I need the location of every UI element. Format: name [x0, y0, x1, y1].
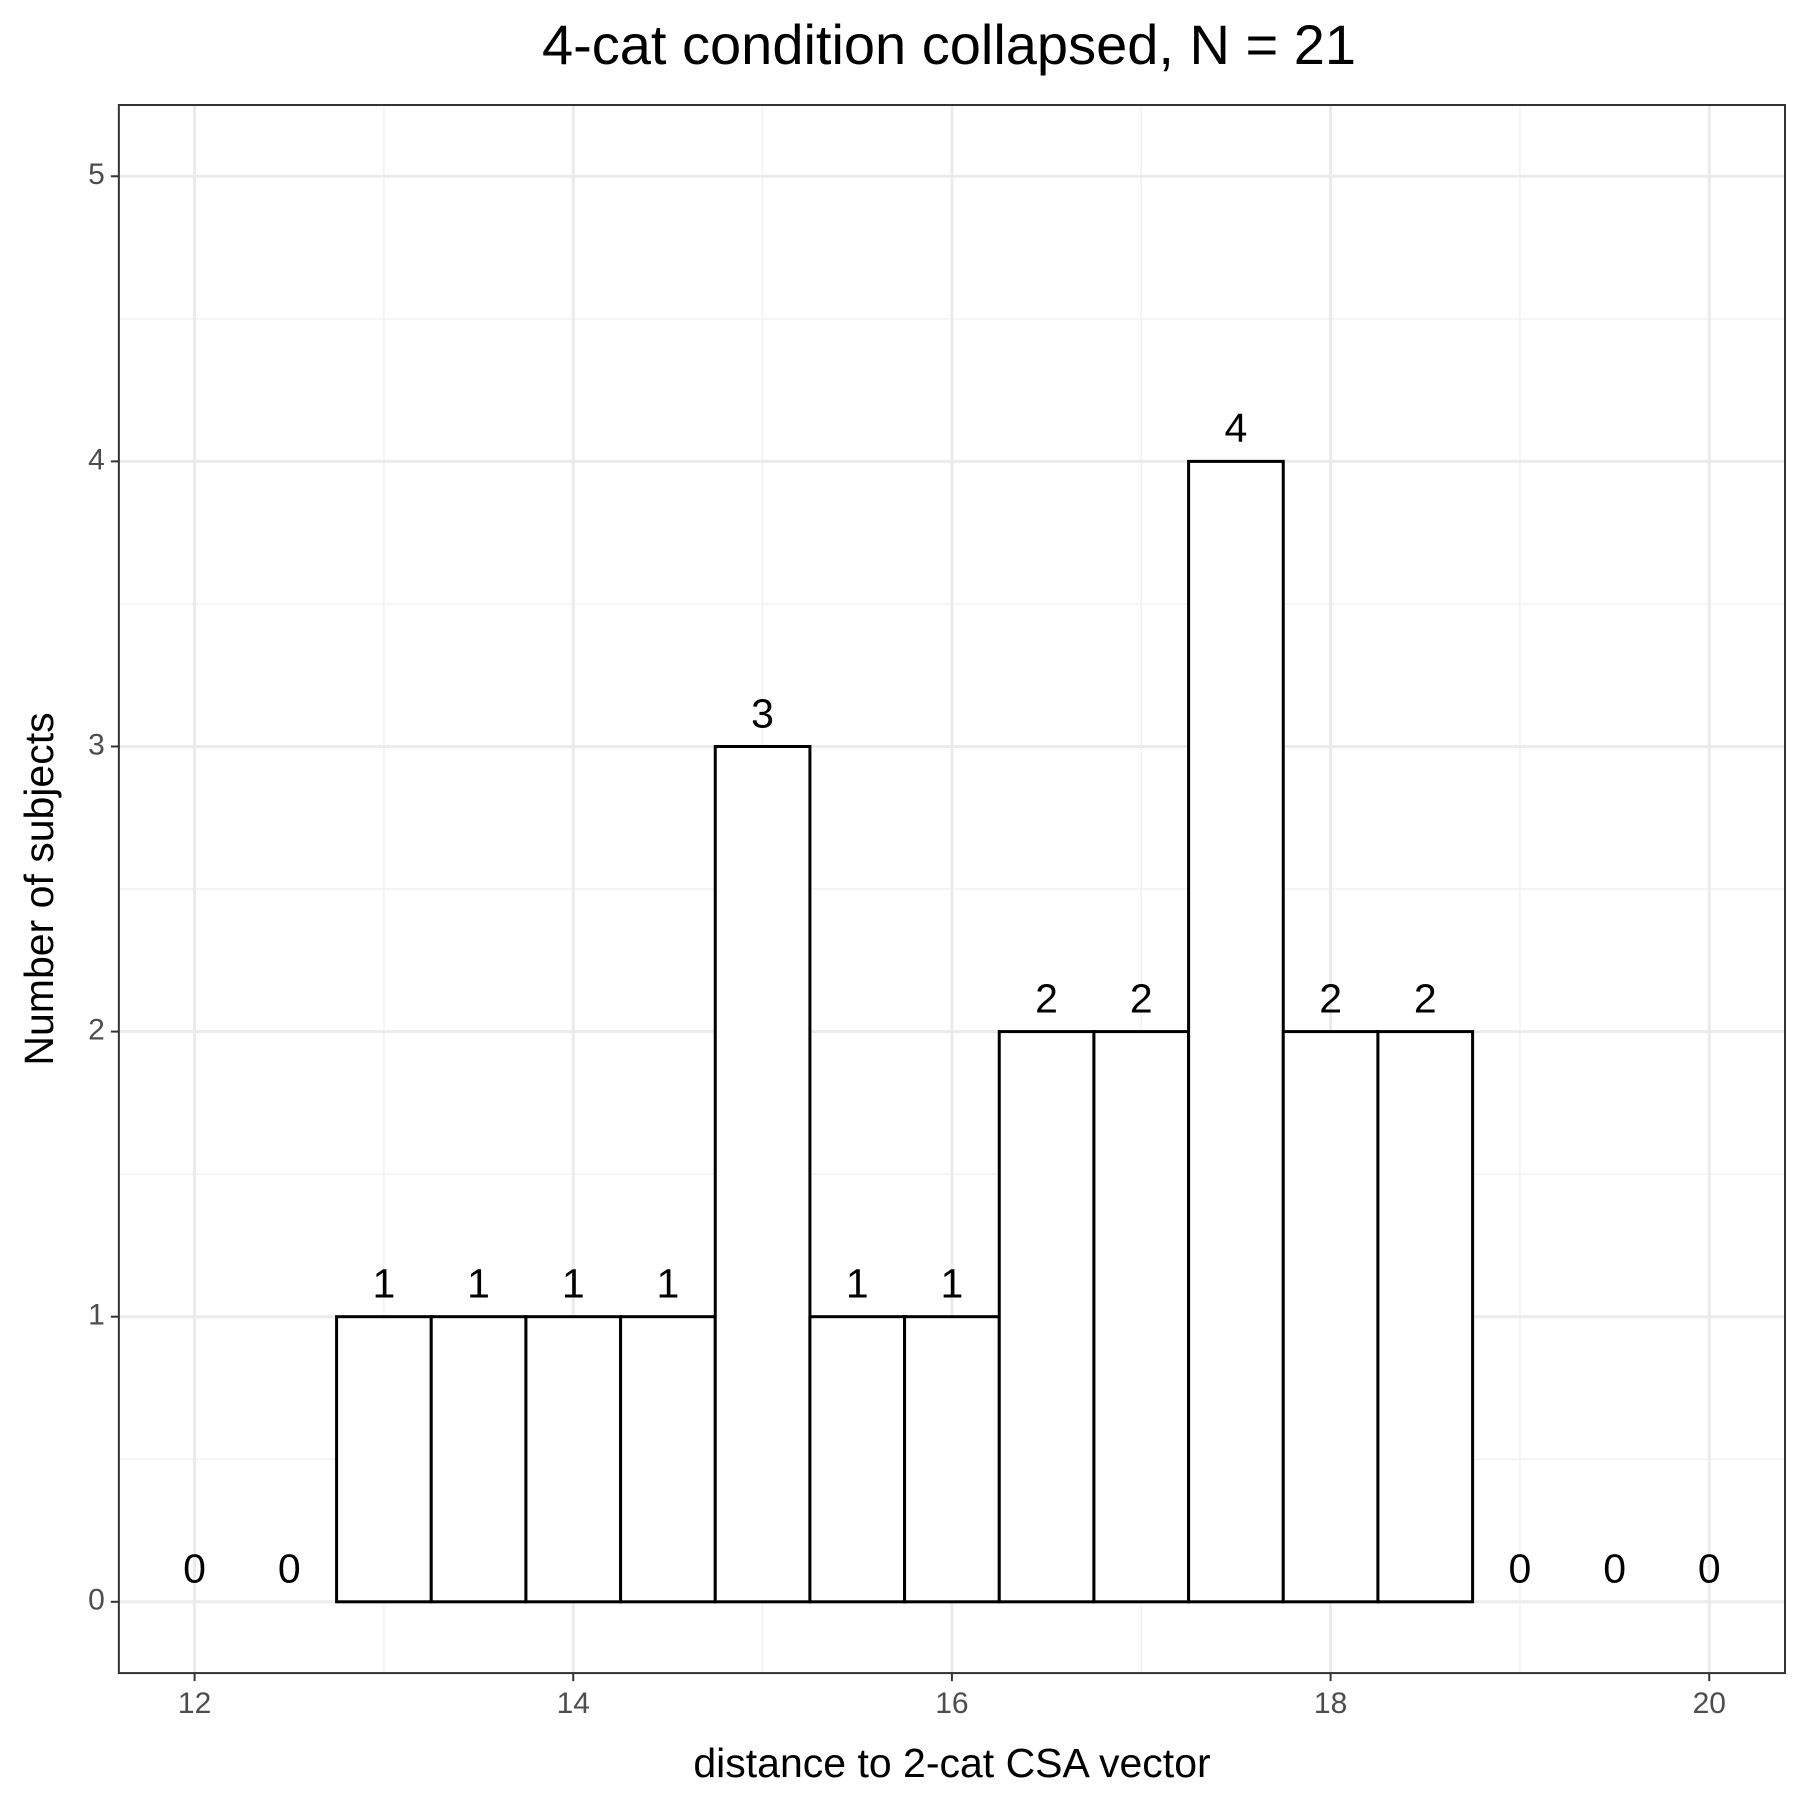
y-tick-label: 3 — [88, 728, 105, 761]
bar-value-label: 1 — [562, 1261, 585, 1307]
bar-value-label: 1 — [941, 1261, 964, 1307]
bar-value-label: 1 — [657, 1261, 680, 1307]
x-tick-label: 18 — [1314, 1687, 1347, 1720]
bar — [524, 1315, 623, 1604]
bar-value-label: 0 — [1509, 1546, 1532, 1592]
bar-value-label: 1 — [467, 1261, 490, 1307]
y-tick-label: 0 — [88, 1584, 105, 1617]
bar — [713, 744, 812, 1604]
bar — [808, 1315, 907, 1604]
bar-value-label: 2 — [1035, 975, 1058, 1021]
y-tick-label: 5 — [88, 158, 105, 191]
bar-value-label: 0 — [1603, 1546, 1626, 1592]
chart-title: 4-cat condition collapsed, N = 21 — [542, 13, 1356, 76]
bar-value-label: 3 — [751, 690, 774, 736]
bar-value-label: 4 — [1225, 405, 1248, 451]
bar — [429, 1315, 528, 1604]
x-tick-label: 20 — [1693, 1687, 1726, 1720]
bar-value-label: 1 — [373, 1261, 396, 1307]
x-tick-label: 16 — [935, 1687, 968, 1720]
bar — [1187, 459, 1285, 1604]
x-tick-label: 12 — [178, 1687, 211, 1720]
bar — [335, 1315, 433, 1604]
bar-value-label: 0 — [183, 1546, 206, 1592]
bar — [1376, 1030, 1475, 1604]
x-axis-label: distance to 2-cat CSA vector — [693, 1740, 1210, 1786]
bar — [1281, 1030, 1380, 1604]
y-axis-label: Number of subjects — [16, 712, 62, 1065]
bar-value-label: 0 — [278, 1546, 301, 1592]
bar — [997, 1030, 1096, 1604]
bar-value-label: 2 — [1414, 975, 1437, 1021]
bar-value-label: 0 — [1698, 1546, 1721, 1592]
bar — [903, 1315, 1001, 1604]
bar-value-label: 1 — [846, 1261, 869, 1307]
bar — [619, 1315, 717, 1604]
bar — [1092, 1030, 1191, 1604]
y-tick-label: 2 — [88, 1014, 105, 1047]
panel-border — [117, 104, 1786, 1675]
y-tick-label: 4 — [88, 443, 105, 476]
bar-value-label: 2 — [1130, 975, 1153, 1021]
x-tick-label: 14 — [557, 1687, 590, 1720]
y-tick-label: 1 — [88, 1299, 105, 1332]
bar-value-label: 2 — [1319, 975, 1342, 1021]
